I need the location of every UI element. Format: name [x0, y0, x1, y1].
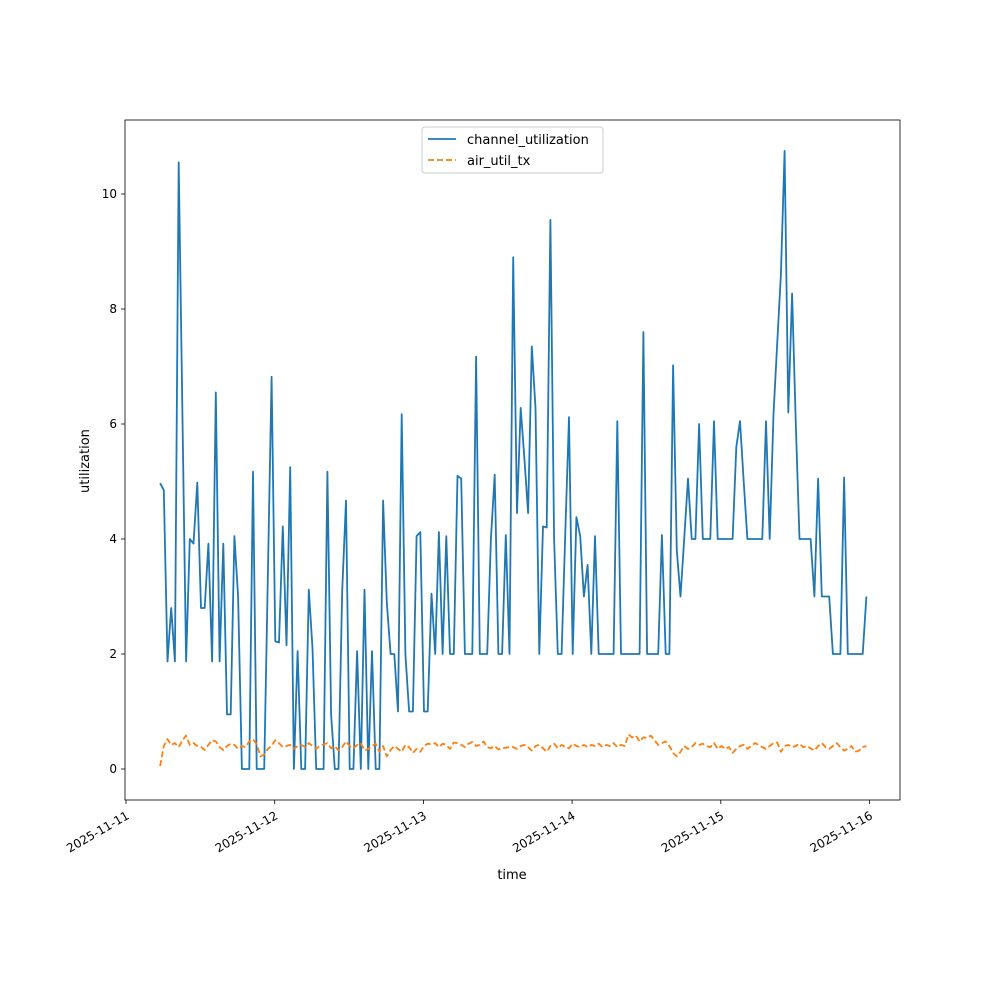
- y-axis: 0 2 4 6 8 10: [102, 187, 125, 776]
- y-tick-label: 10: [102, 187, 117, 201]
- series-line-channel-utilization: [159, 149, 868, 770]
- x-axis-label: time: [497, 868, 526, 883]
- legend-label-air-util-tx: air_util_tx: [467, 154, 531, 169]
- y-tick-label: 2: [109, 647, 117, 661]
- y-axis-label: utilization: [78, 429, 93, 493]
- y-tick-label: 4: [109, 532, 117, 546]
- legend-frame: [421, 126, 604, 174]
- y-tick-label: 0: [109, 762, 117, 776]
- axes-frame: [124, 119, 901, 801]
- series-line-air-util-tx: [159, 733, 867, 767]
- y-tick-label: 8: [109, 302, 117, 316]
- plot-lines: [159, 149, 868, 770]
- legend: channel_utilization air_util_tx: [421, 126, 604, 174]
- y-tick-label: 6: [109, 417, 117, 431]
- legend-label-channel-utilization: channel_utilization: [467, 133, 589, 148]
